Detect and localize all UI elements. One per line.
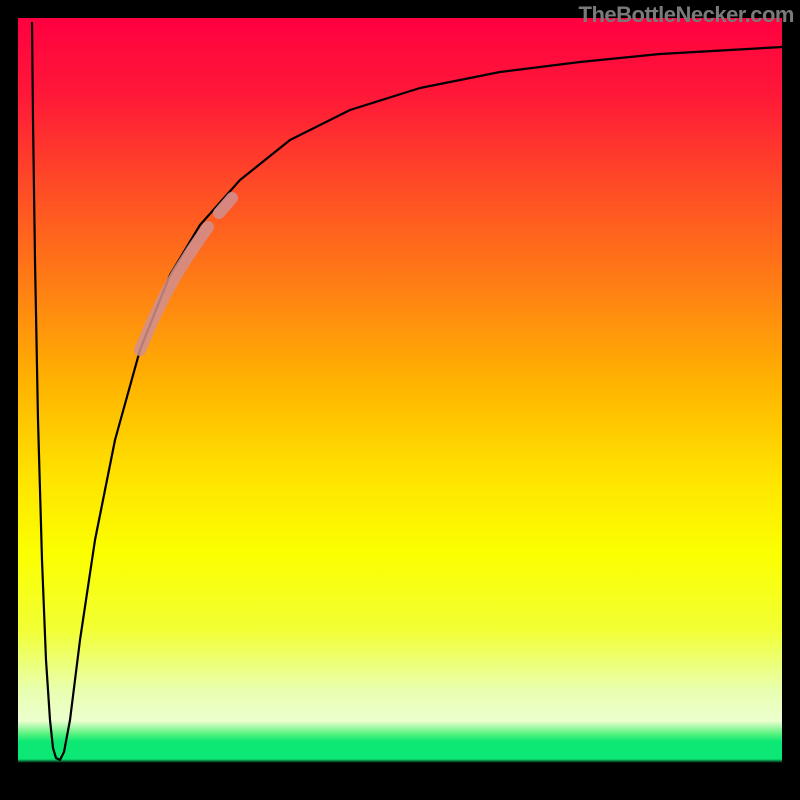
chart-svg [0,0,800,800]
bottleneck-chart: TheBottleNecker.com [0,0,800,800]
plot-background [18,18,782,782]
watermark-text: TheBottleNecker.com [579,2,794,28]
